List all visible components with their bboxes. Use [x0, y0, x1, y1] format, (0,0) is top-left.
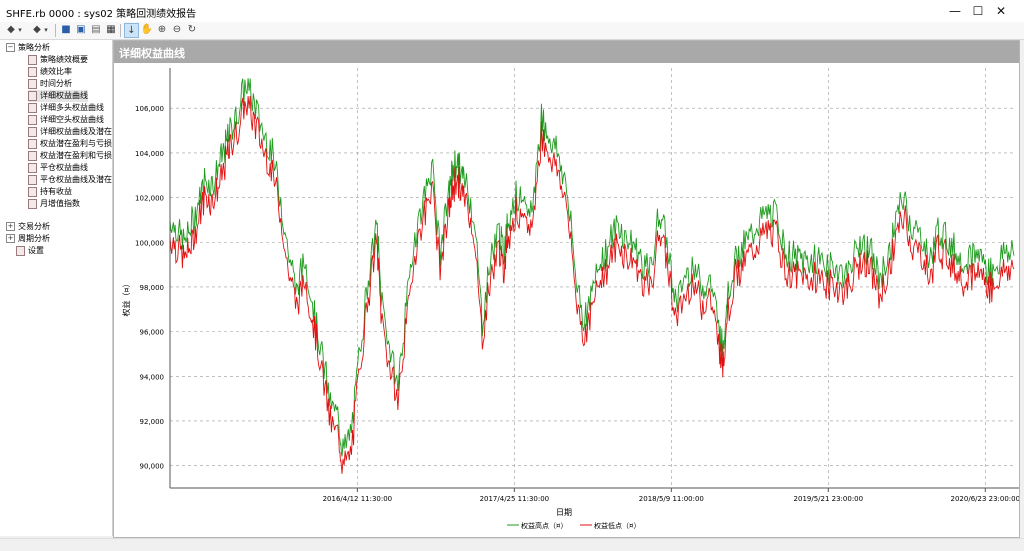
- x-tick-label: 2019/5/21 23:00:00: [794, 495, 864, 503]
- expand-icon[interactable]: +: [6, 234, 15, 243]
- x-tick-label: 2017/4/25 11:30:00: [480, 495, 550, 503]
- x-tick-label: 2020/6/23 23:00:00: [951, 495, 1019, 503]
- close-button[interactable]: ✕: [995, 4, 1007, 18]
- chart-grid: [170, 68, 1014, 488]
- tree-item[interactable]: 平仓权益曲线及潜在: [28, 174, 112, 186]
- report-page-icon: [28, 162, 37, 173]
- x-tick-label: 2016/4/12 11:30:00: [323, 495, 393, 503]
- y-tick-label: 102,000: [135, 195, 164, 203]
- report-page-icon: [28, 198, 37, 209]
- report-page-icon: [28, 150, 37, 161]
- minimize-button[interactable]: —: [949, 4, 961, 18]
- y-axis-ticks: 106,000 104,000 102,000 100,000 98,000 96,000…: [135, 105, 164, 470]
- toolbar-separator: [55, 24, 56, 37]
- y-axis-label: 权益（¤）: [121, 279, 131, 316]
- y-tick-label: 106,000: [135, 105, 164, 113]
- back-dropdown-icon[interactable]: ▾: [18, 26, 22, 34]
- report-page-icon: [28, 114, 37, 125]
- y-tick-label: 96,000: [140, 329, 165, 337]
- report-page-icon: [28, 186, 37, 197]
- y-tick-label: 90,000: [140, 463, 165, 471]
- y-tick-label: 98,000: [140, 284, 165, 292]
- report-page-icon: [28, 66, 37, 77]
- save-icon[interactable]: ■: [61, 24, 71, 35]
- y-tick-label: 92,000: [140, 418, 165, 426]
- y-tick-label: 94,000: [140, 373, 165, 381]
- tree-item[interactable]: 月增值指数: [28, 198, 80, 210]
- panel-header: 详细权益曲线: [114, 41, 1019, 63]
- equity-chart[interactable]: 106,000 104,000 102,000 100,000 98,000 96,000…: [114, 63, 1019, 537]
- report-page-icon: [28, 78, 37, 89]
- tree-item[interactable]: 持有收益: [28, 186, 72, 198]
- forward-arrow-icon[interactable]: ◆: [33, 24, 41, 35]
- report-page-icon: [28, 102, 37, 113]
- series-low-line: [169, 95, 1015, 474]
- collapse-icon[interactable]: −: [6, 43, 15, 52]
- series-high-line: [169, 78, 1015, 457]
- chart-series: [169, 78, 1015, 474]
- y-tick-label: 104,000: [135, 150, 164, 158]
- zoom-in-icon[interactable]: ⊕: [157, 24, 167, 35]
- pointer-icon[interactable]: ↓: [124, 23, 139, 38]
- report-page-icon: [28, 174, 37, 185]
- tree-group-period[interactable]: + 周期分析: [6, 234, 50, 243]
- tree-item[interactable]: 时间分析: [28, 78, 72, 90]
- report-page-icon: [28, 54, 37, 65]
- x-tick-label: 2018/5/9 11:00:00: [639, 495, 704, 503]
- chart-legend: 权益高点（¤） 权益低点（¤）: [507, 521, 640, 530]
- tree-group-trade[interactable]: + 交易分析: [6, 222, 50, 231]
- tree-item[interactable]: 详细空头权益曲线: [28, 114, 104, 126]
- export-icon[interactable]: ▦: [106, 24, 116, 35]
- panel-title: 详细权益曲线: [119, 47, 185, 60]
- x-axis-ticks: 2016/4/12 11:30:00 2017/4/25 11:30:00 2018…: [323, 488, 1019, 503]
- tree-item[interactable]: 详细多头权益曲线: [28, 102, 104, 114]
- toolbar: ◆ ▾ ◆ ▾ ■ ▣ ▤ ▦ ↓ ✋ ⊕ ⊖ ↻: [0, 22, 1024, 40]
- legend-low-label: 权益低点（¤）: [594, 521, 640, 530]
- maximize-button[interactable]: ☐: [972, 4, 984, 18]
- tree-item[interactable]: 策略绩效概要: [28, 54, 88, 66]
- legend-high-label: 权益高点（¤）: [521, 521, 567, 530]
- tree-item[interactable]: 权益潜在盈利与亏损: [28, 138, 112, 150]
- report-page-icon: [28, 138, 37, 149]
- forward-dropdown-icon[interactable]: ▾: [44, 26, 48, 34]
- window-title: SHFE.rb 0000 : sys02 策略回测绩效报告: [6, 9, 197, 20]
- status-bar: [0, 538, 1024, 551]
- hand-pan-icon[interactable]: ✋: [140, 24, 154, 35]
- title-bar: SHFE.rb 0000 : sys02 策略回测绩效报告 — ☐ ✕: [0, 0, 1024, 23]
- report-tree: − 策略分析 策略绩效概要 绩效比率 时间分析 详细权益曲线 详细多头权益曲线 详…: [0, 40, 113, 536]
- tree-item[interactable]: 平仓权益曲线: [28, 162, 88, 174]
- back-arrow-icon[interactable]: ◆: [7, 24, 15, 35]
- tree-item-settings[interactable]: 设置: [16, 245, 44, 257]
- report-page-icon: [16, 245, 25, 256]
- tree-item[interactable]: 权益潜在盈利和亏损: [28, 150, 112, 162]
- tree-item[interactable]: 详细权益曲线及潜在: [28, 126, 112, 138]
- report-panel: 详细权益曲线 106,000 104,000 102,000 100,000 98,00…: [113, 40, 1020, 538]
- zoom-out-icon[interactable]: ⊖: [172, 24, 182, 35]
- toolbar-separator: [120, 24, 121, 37]
- report-page-icon: [28, 126, 37, 137]
- expand-icon[interactable]: +: [6, 222, 15, 231]
- x-axis-label: 日期: [556, 508, 572, 517]
- print-icon[interactable]: ▤: [91, 24, 101, 35]
- report-page-icon: [28, 90, 37, 101]
- tree-item-selected[interactable]: 详细权益曲线: [28, 90, 88, 102]
- refresh-icon[interactable]: ↻: [187, 24, 197, 35]
- tree-group-strategy[interactable]: − 策略分析: [6, 43, 50, 52]
- tree-item[interactable]: 绩效比率: [28, 66, 72, 78]
- y-tick-label: 100,000: [135, 239, 164, 247]
- print-preview-icon[interactable]: ▣: [76, 24, 86, 35]
